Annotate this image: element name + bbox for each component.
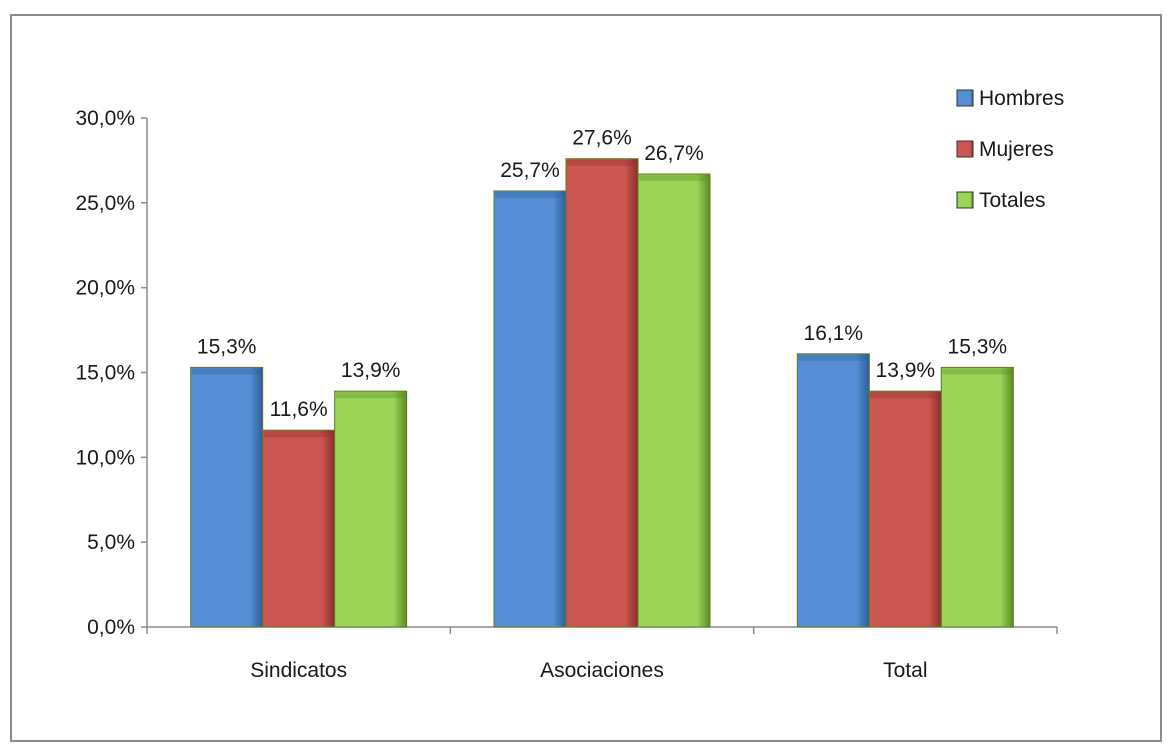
data-label: 13,9% (876, 359, 936, 382)
y-tick-label: 15,0% (75, 362, 135, 385)
data-label: 16,1% (804, 322, 864, 345)
data-label: 15,3% (948, 335, 1008, 358)
y-tick-label: 25,0% (75, 192, 135, 215)
bar-hombres-total (796, 353, 870, 628)
data-label: 26,7% (644, 142, 704, 165)
bar-bevel (263, 431, 334, 438)
y-tick-label: 5,0% (87, 531, 135, 554)
bar-mujeres-asociaciones (565, 158, 639, 628)
y-tick-label: 10,0% (75, 446, 135, 469)
bar-totales-sindicatos (334, 390, 408, 628)
x-category-label: Sindicatos (250, 659, 347, 682)
axes: 0,0% 5,0% 10,0% 15,0% 20,0% 25,0% 30,0% Sindica… (75, 107, 1058, 682)
legend-label-hombres: Hombres (979, 87, 1064, 110)
bar-bevel (870, 392, 941, 399)
bar-bevel (191, 368, 262, 375)
bar-hombres-sindicatos (190, 366, 264, 628)
data-label: 25,7% (500, 159, 560, 182)
bar-bevel (567, 159, 637, 166)
y-tick-label: 20,0% (75, 277, 135, 300)
legend-label-mujeres: Mujeres (979, 138, 1054, 161)
legend-swatch-hombres (956, 89, 974, 107)
x-category-label: Total (883, 659, 927, 682)
bar-bevel (798, 354, 869, 361)
bar-bevel (942, 368, 1013, 375)
legend-swatch-totales (956, 191, 974, 209)
x-category-label: Asociaciones (540, 659, 664, 682)
bar-totales-total (940, 366, 1014, 628)
bars (190, 158, 1014, 628)
legend-swatch-mujeres (956, 140, 974, 158)
bar-hombres-asociaciones (493, 190, 567, 628)
data-label: 13,9% (341, 359, 401, 382)
data-label: 11,6% (270, 398, 328, 421)
bar-mujeres-sindicatos (262, 429, 336, 628)
bar-chart: 0,0% 5,0% 10,0% 15,0% 20,0% 25,0% 30,0% Sindica… (75, 87, 1064, 682)
legend-label-totales: Totales (979, 189, 1046, 212)
data-labels: 15,3% 11,6% 13,9% 25,7% 27,6% 26,7% 16,1% 13,9%… (197, 127, 1007, 421)
y-tick-label: 30,0% (75, 107, 135, 130)
legend: Hombres Mujeres Totales (956, 87, 1064, 212)
chart-frame: 0,0% 5,0% 10,0% 15,0% 20,0% 25,0% 30,0% Sindica… (10, 14, 1162, 742)
data-label: 15,3% (197, 335, 257, 358)
bar-mujeres-total (868, 390, 942, 628)
bar-bevel (495, 191, 565, 198)
bar-bevel (639, 174, 709, 181)
bar-totales-asociaciones (637, 173, 711, 628)
bar-bevel (335, 392, 406, 399)
y-tick-label: 0,0% (87, 616, 135, 639)
data-label: 27,6% (572, 127, 632, 150)
